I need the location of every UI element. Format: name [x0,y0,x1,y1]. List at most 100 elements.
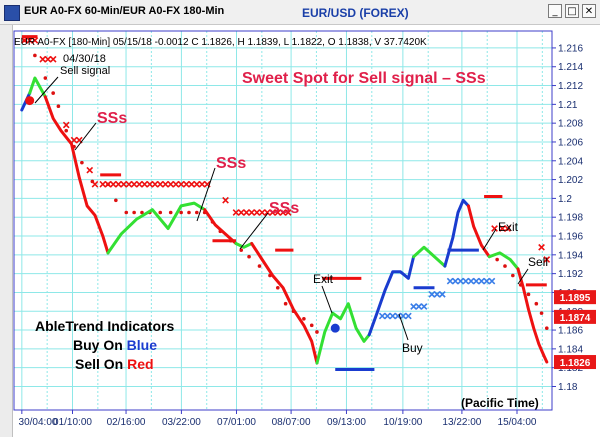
blue-x-stop-3 [394,312,402,320]
red-x-stop-22 [156,180,164,188]
blue-x-stop-2 [389,312,397,320]
price-segment-3 [106,201,207,255]
red-x-stop-20 [146,180,154,188]
stop-dot-25 [247,254,251,259]
sell-label: Sell [528,255,548,269]
ss-label-2: SSs [216,155,246,172]
timezone-label: (Pacific Time) [461,396,539,410]
x-tick-label-8: 13/22:00 [442,417,481,428]
red-x-stop-38 [258,209,266,216]
blue-x-stop-1 [384,312,391,320]
price-chart[interactable]: 1.216 1.214 1.212 1.21 1.208 1.206 1.204 1.202 1… [0,25,600,437]
price-segment-10 [443,198,470,268]
stop-dot-33 [315,330,319,334]
red-x-stop-6 [62,121,70,129]
red-x-stop-0 [21,37,28,44]
stop-dot-34 [495,257,499,262]
sell-signal-pointer [34,76,59,104]
price-segment-4 [203,208,238,245]
red-x-stop-18 [135,180,143,188]
ss-label-1: SSs [97,110,127,127]
price-series [20,76,549,365]
y-tick-label-6: 1.204 [558,156,583,167]
stop-dot-7 [80,160,84,165]
close-button[interactable]: ✕ [582,4,596,18]
legend-buy-prefix: Buy On [73,337,127,353]
blue-x-stop-12 [446,277,454,285]
red-x-stop-45 [499,225,506,232]
minimize-button[interactable]: _ [548,4,562,18]
red-x-stop-29 [193,180,201,188]
app-icon [4,5,20,21]
buy-pointer [398,313,409,341]
red-x-stop-46 [504,225,511,232]
x-tick-label-4: 07/01:00 [217,417,256,428]
x-tick-label-2: 02/16:00 [107,417,146,428]
price-segment-9 [412,245,447,268]
price-tag-box-0 [554,290,596,305]
blue-x-stop-0 [378,312,386,320]
red-x-stop-5 [49,55,57,63]
red-x-stop-47 [538,243,545,251]
stop-dot-40 [539,311,544,315]
red-x-stop-23 [162,180,169,188]
y-tick-label-11: 1.194 [558,250,583,261]
red-x-stop-27 [183,180,190,188]
y-tick-label-8: 1.2 [558,194,572,205]
y-tick-label-7: 1.202 [558,175,583,186]
maximize-button[interactable]: □ [565,4,579,18]
stop-dot-2 [43,76,48,80]
stop-dot-39 [534,301,539,306]
red-x-stop-3 [39,55,47,63]
y-tick-label-9: 1.198 [558,213,583,224]
buy-signal-marker [330,323,340,333]
red-x-stop-15 [120,180,128,188]
red-x-stop-37 [253,209,261,216]
blue-x-stop-19 [483,277,491,285]
stop-dot-31 [302,316,306,321]
legend-title: AbleTrend Indicators [35,318,174,334]
price-segment-1 [28,76,47,99]
red-x-stop-34 [237,209,245,216]
window-title: EUR A0-FX 60-Min/EUR A0-FX 180-Min [24,5,225,17]
price-segment-8 [367,255,416,337]
blue-x-stop-14 [457,277,464,285]
blue-x-stop-11 [438,290,446,298]
x-tick-label-5: 08/07:00 [272,417,311,428]
stop-levels [21,35,551,372]
price-segment-13 [516,267,549,364]
red-x-stop-10 [91,180,99,188]
red-x-stop-48 [543,256,551,263]
red-x-stop-43 [284,209,292,216]
red-x-stop-39 [263,209,271,216]
y-tick-label-4: 1.208 [558,119,583,130]
ss-pointer-3 [239,212,269,250]
price-tag-box-2 [554,355,596,370]
x-tick-label-7: 10/19:00 [383,417,422,428]
y-tick-label-3: 1.21 [558,100,578,111]
blue-x-stop-15 [462,277,470,285]
y-tick-label-12: 1.192 [558,269,583,280]
blue-x-stop-5 [404,312,412,320]
ss-pointer-1 [74,122,97,151]
x-tick-label-3: 03/22:00 [162,417,201,428]
side-panel-tab[interactable] [0,25,13,437]
red-x-stop-24 [167,180,175,188]
headline-text: Sweet Spot for Sell signal – SSs [242,70,486,87]
price-tags: 1.1895 1.1874 1.1826 [554,290,596,370]
stop-dot-36 [511,273,515,278]
price-tag-label-1: 1.1874 [560,313,591,324]
red-x-stop-17 [130,180,138,188]
blue-x-stop-20 [488,277,496,285]
red-x-stop-44 [491,225,498,232]
red-x-stop-16 [125,180,133,188]
stop-dot-11 [124,210,129,215]
red-x-stop-25 [172,180,180,188]
legend-buy: Buy On Blue [73,337,157,353]
blue-x-stop-9 [428,290,436,298]
stop-dot-1 [33,53,37,58]
blue-x-stop-16 [467,277,475,285]
stop-dot-18 [187,210,191,215]
blue-x-stop-18 [478,277,485,285]
